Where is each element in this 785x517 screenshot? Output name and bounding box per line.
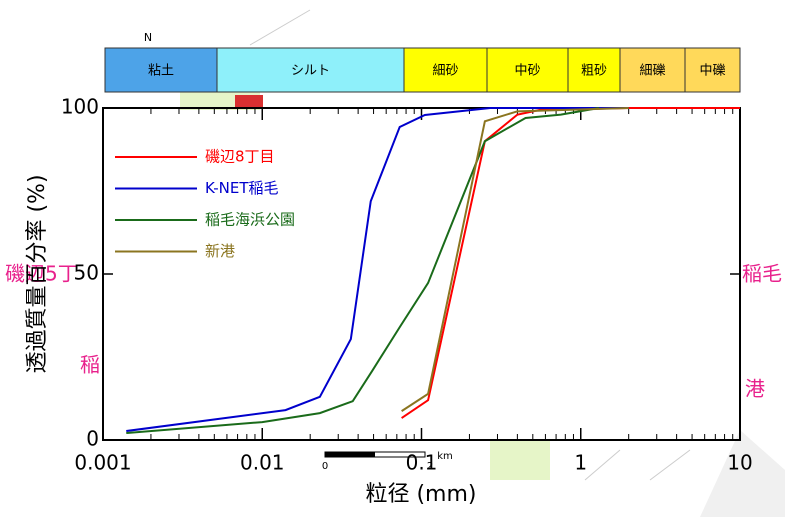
y-axis-title: 透過質量百分率 (%) <box>25 174 50 373</box>
x-tick-label: 0.1 <box>406 451 438 475</box>
north-label: N <box>144 31 152 44</box>
series-line <box>402 108 740 418</box>
chart: N 0 2 km 磯辺5丁 稲毛 稲 港 粒径 (mm) 透過質量百分率 (%)… <box>0 0 785 517</box>
series-line <box>126 108 599 433</box>
y-tick-label: 100 <box>61 95 99 119</box>
y-tick-label: 0 <box>86 427 99 451</box>
soil-band-label: 細砂 <box>432 64 458 79</box>
soil-band-label: 粘土 <box>148 64 174 79</box>
soil-band-label: シルト <box>291 64 330 79</box>
map-line <box>585 450 620 480</box>
map-label: 稲 <box>80 353 100 377</box>
map-label: 稲毛 <box>742 262 782 286</box>
map-patch <box>235 95 263 107</box>
legend-label: K-NET稲毛 <box>205 179 279 197</box>
x-axis-title: 粒径 (mm) <box>365 482 476 507</box>
legend-label: 稲毛海浜公園 <box>205 211 295 229</box>
page: {"chart_data": {"type": "line", "xlabel"… <box>0 0 785 517</box>
map-line <box>250 10 310 45</box>
x-tick-label: 1 <box>574 451 587 475</box>
x-tick-label: 10 <box>727 451 752 475</box>
soil-band-label: 粗砂 <box>581 64 607 79</box>
scale-label: 0 <box>322 461 328 472</box>
legend-label: 磯辺8丁目 <box>205 148 275 166</box>
legend-label: 新港 <box>205 242 235 260</box>
series-line <box>126 108 628 431</box>
map-line <box>650 450 690 480</box>
plot-frame <box>103 108 740 440</box>
map-patch <box>490 440 550 480</box>
y-tick-label: 50 <box>74 261 99 285</box>
scale-label: km <box>437 451 453 462</box>
soil-band-label: 中礫 <box>699 63 725 79</box>
scale-bar-fill <box>325 452 375 457</box>
soil-band-label: 細礫 <box>639 63 665 79</box>
x-tick-label: 0.01 <box>240 451 285 475</box>
soil-band-label: 中砂 <box>514 64 540 79</box>
x-tick-label: 0.001 <box>74 451 131 475</box>
map-label: 港 <box>745 377 765 401</box>
